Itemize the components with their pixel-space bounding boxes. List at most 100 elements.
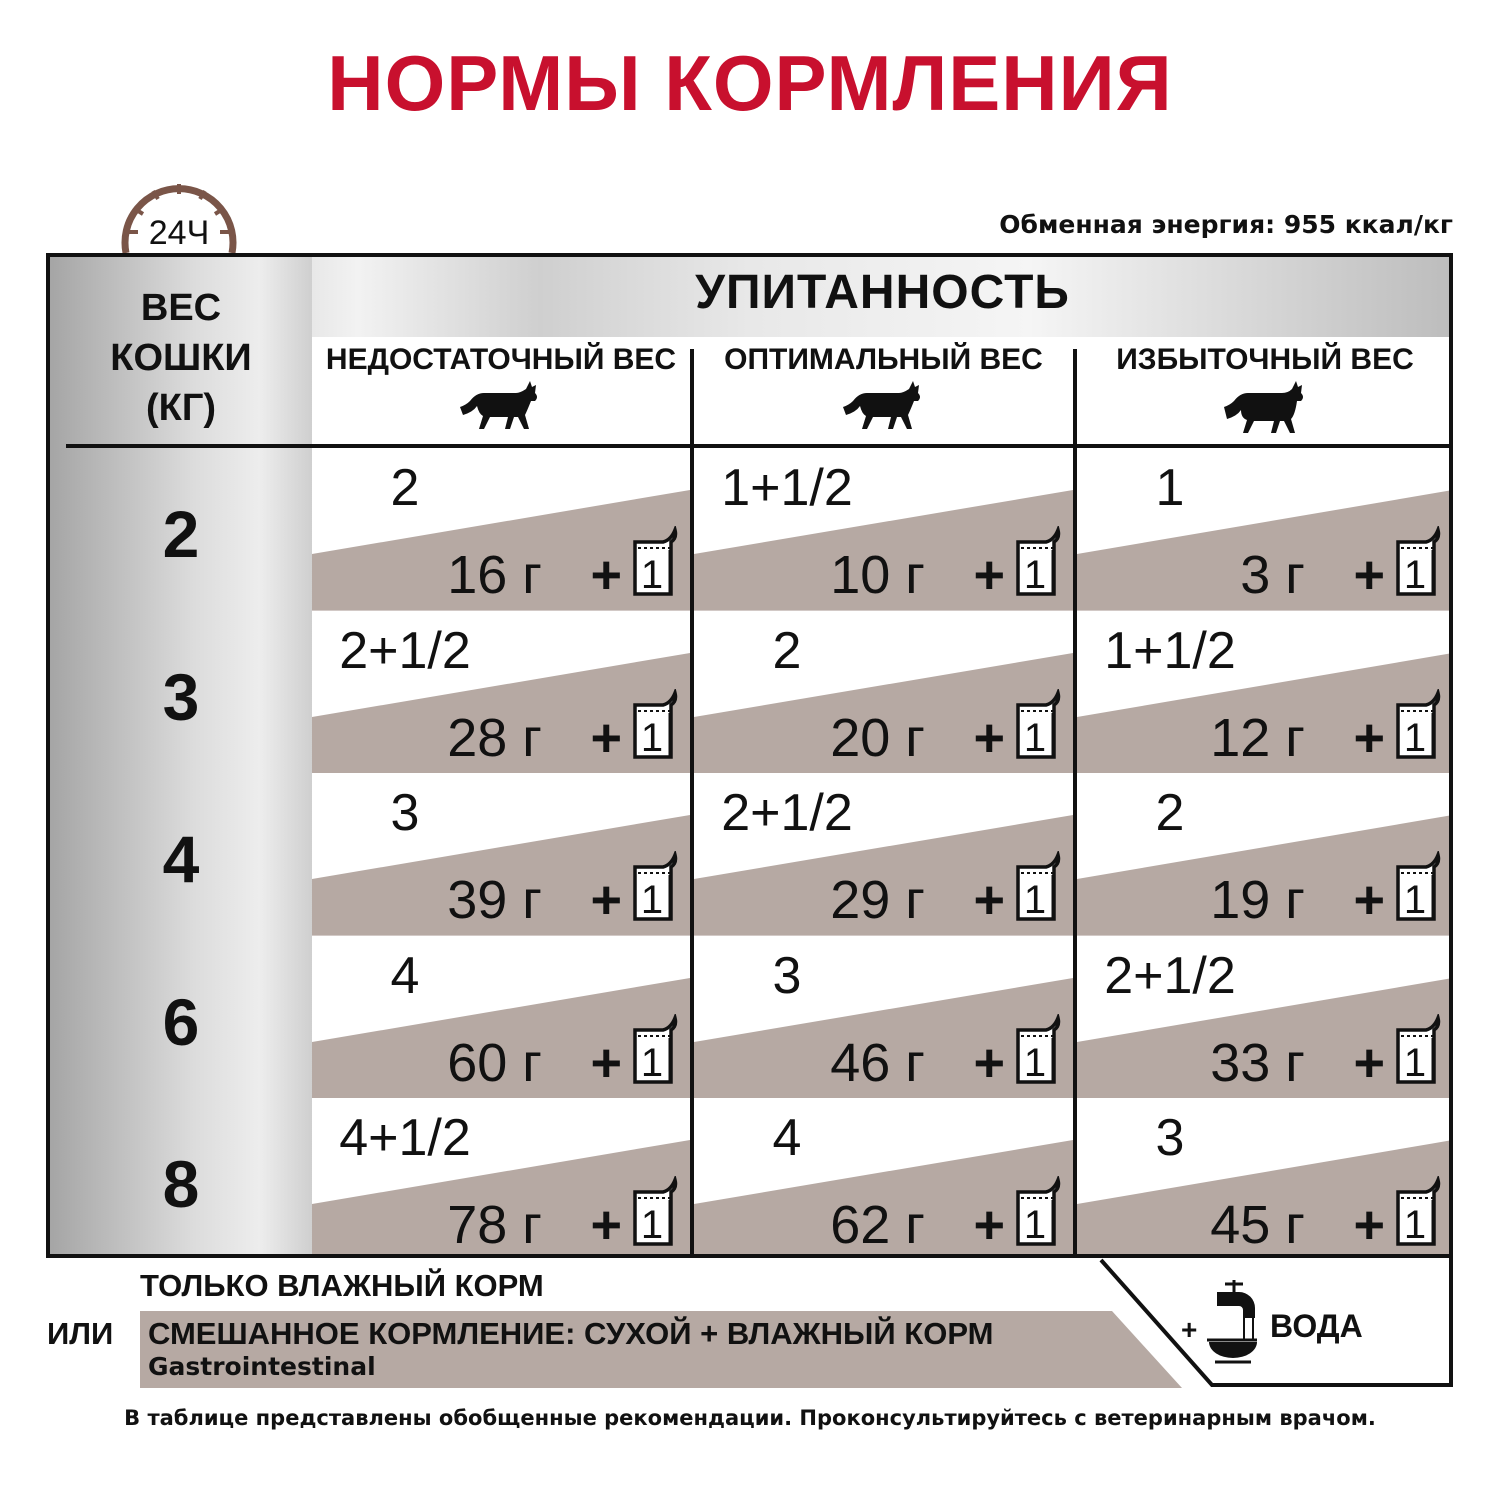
mixed-feeding-band [140, 1311, 1182, 1388]
feeding-cell: 4 60 г + 1 [312, 935, 690, 1099]
dry-grams: 10 г [830, 545, 925, 605]
column-header-0: НЕДОСТАТОЧНЫЙ ВЕС [312, 337, 690, 449]
water-tap-bowl-icon: + [1181, 1280, 1257, 1364]
plus-sign: + [973, 707, 1005, 768]
pouch-count: 1 [1155, 459, 1185, 517]
plus-sign: + [590, 1195, 622, 1256]
pouch-icon: 1 [633, 849, 678, 922]
plus-sign: + [1353, 870, 1385, 931]
cat-silhouette-icon [1224, 381, 1303, 433]
pouch-count: 4 [390, 946, 420, 1005]
column-header-2: ИЗБЫТОЧНЫЙ ВЕС [1077, 337, 1449, 449]
dry-grams: 19 г [1210, 870, 1305, 931]
feeding-cell: 1+1/2 12 г + 1 [1077, 610, 1449, 774]
svg-text:1: 1 [641, 1203, 663, 1247]
dry-grams: 33 г [1210, 1032, 1305, 1093]
svg-text:1: 1 [641, 553, 663, 597]
feeding-cell: 2 20 г + 1 [694, 610, 1073, 774]
header-divider [66, 444, 1449, 448]
dry-grams: 62 г [830, 1195, 925, 1256]
pouch-count: 2+1/2 [339, 621, 471, 680]
dry-grams: 39 г [447, 870, 542, 931]
feeding-table: ВЕС КОШКИ (КГ) УПИТАННОСТЬ НЕДОСТАТОЧНЫЙ… [46, 253, 1453, 1258]
only-wet-label: ТОЛЬКО ВЛАЖНЫЙ КОРМ [140, 1268, 544, 1303]
footer-disclaimer: В таблице представлены обобщенные рекоме… [124, 1406, 1376, 1430]
pouch-icon: 1 [1396, 1174, 1441, 1247]
plus-sign: + [590, 545, 622, 605]
pouch-icon: 1 [1016, 686, 1061, 760]
pouch-icon: 1 [1016, 524, 1061, 597]
weight-value: 6 [162, 984, 200, 1059]
feeding-cell: 2 16 г + 1 [312, 448, 690, 611]
weight-header-line2: КОШКИ [110, 337, 252, 379]
pouch-count: 2 [1155, 784, 1185, 843]
pouch-count: 1+1/2 [721, 459, 853, 517]
product-name: Gastrointestinal [148, 1352, 376, 1381]
feeding-cell: 2+1/2 28 г + 1 [312, 610, 690, 774]
condition-header: УПИТАННОСТЬ [695, 266, 1070, 319]
svg-text:1: 1 [641, 1041, 663, 1085]
column-header-label: НЕДОСТАТОЧНЫЙ ВЕС [325, 343, 677, 376]
pouch-count: 2 [390, 459, 420, 517]
feeding-cell: 4 62 г + 1 [694, 1098, 1073, 1256]
plus-sign: + [973, 870, 1005, 931]
svg-text:1: 1 [641, 878, 663, 922]
feeding-cell: 1 3 г + 1 [1077, 448, 1449, 611]
pouch-icon: 1 [1016, 1012, 1061, 1085]
or-label: ИЛИ [47, 1316, 114, 1351]
svg-text:1: 1 [1024, 1041, 1046, 1085]
pouch-icon: 1 [1396, 1012, 1441, 1085]
pouch-icon: 1 [633, 524, 678, 597]
water-label: ВОДА [1270, 1308, 1363, 1344]
weight-header-line1: ВЕС [140, 287, 222, 329]
water-plus: + [1181, 1314, 1197, 1345]
plus-sign: + [1353, 707, 1385, 768]
plus-sign: + [590, 870, 622, 931]
plus-sign: + [1353, 545, 1385, 605]
plus-sign: + [973, 1032, 1005, 1093]
feeding-cell: 3 39 г + 1 [312, 773, 690, 936]
cat-silhouette-icon [842, 381, 920, 429]
feeding-cell: 4+1/2 78 г + 1 [312, 1098, 690, 1256]
dry-grams: 20 г [830, 707, 925, 768]
weight-value: 3 [162, 659, 200, 734]
pouch-icon: 1 [1396, 524, 1441, 597]
pouch-count: 2 [772, 621, 802, 680]
clock-label: 24Ч [149, 214, 209, 252]
feeding-cell: 2+1/2 33 г + 1 [1077, 935, 1449, 1099]
svg-text:1: 1 [1404, 1203, 1426, 1247]
pouch-count: 3 [772, 946, 802, 1005]
pouch-count: 2+1/2 [721, 784, 853, 843]
column-header-label: ИЗБЫТОЧНЫЙ ВЕС [1116, 343, 1414, 376]
mixed-feeding-label: СМЕШАННОЕ КОРМЛЕНИЕ: СУХОЙ + ВЛАЖНЫЙ КОР… [148, 1316, 994, 1351]
cat-silhouette-icon [460, 381, 537, 429]
pouch-count: 3 [1155, 1109, 1185, 1168]
column-header-1: ОПТИМАЛЬНЫЙ ВЕС [694, 337, 1073, 449]
page-title: НОРМЫ КОРМЛЕНИЯ [327, 39, 1173, 127]
weight-value: 2 [162, 497, 200, 571]
plus-sign: + [1353, 1032, 1385, 1093]
dry-grams: 28 г [447, 707, 542, 768]
svg-text:1: 1 [1024, 1203, 1046, 1247]
svg-text:1: 1 [1404, 553, 1426, 597]
svg-text:1: 1 [1024, 553, 1046, 597]
plus-sign: + [1353, 1195, 1385, 1256]
energy-label: Обменная энергия: 955 ккал/кг [999, 210, 1453, 239]
dry-grams: 78 г [447, 1195, 542, 1256]
dry-grams: 60 г [447, 1032, 542, 1093]
svg-text:1: 1 [1024, 716, 1046, 760]
column-divider [690, 349, 694, 1254]
pouch-count: 2+1/2 [1104, 946, 1236, 1005]
water-box: + [1099, 1258, 1453, 1387]
svg-text:1: 1 [1404, 1041, 1426, 1085]
pouch-icon: 1 [633, 1174, 678, 1247]
pouch-count: 3 [390, 784, 420, 843]
plus-sign: + [973, 545, 1005, 605]
pouch-icon: 1 [1016, 1174, 1061, 1247]
feeding-cell: 3 45 г + 1 [1077, 1098, 1449, 1256]
weight-value: 4 [162, 822, 200, 897]
dry-grams: 29 г [830, 870, 925, 931]
column-header-label: ОПТИМАЛЬНЫЙ ВЕС [724, 343, 1043, 376]
plus-sign: + [590, 1032, 622, 1093]
svg-text:1: 1 [1404, 878, 1426, 922]
